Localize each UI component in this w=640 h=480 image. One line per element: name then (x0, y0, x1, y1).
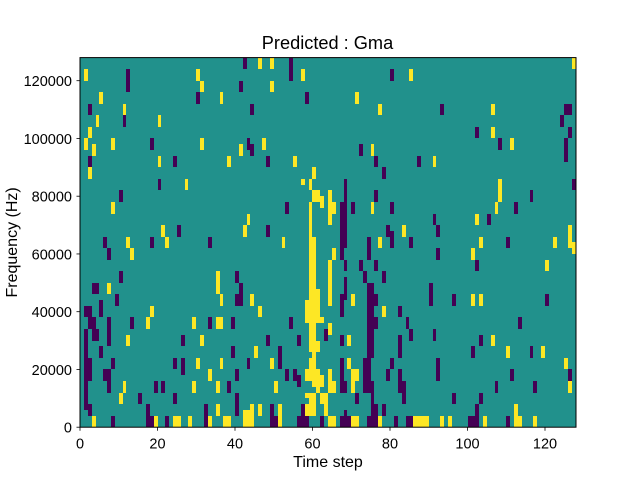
svg-text:Predicted : Gma: Predicted : Gma (262, 33, 394, 53)
svg-text:20: 20 (149, 436, 165, 452)
svg-text:60000: 60000 (32, 247, 72, 263)
svg-text:80: 80 (382, 436, 398, 452)
svg-text:100000: 100000 (24, 132, 72, 148)
svg-text:0: 0 (64, 421, 72, 437)
svg-text:80000: 80000 (32, 190, 72, 206)
svg-text:20000: 20000 (32, 363, 72, 379)
svg-text:60: 60 (304, 436, 320, 452)
svg-text:Frequency (Hz): Frequency (Hz) (4, 187, 21, 297)
svg-text:120: 120 (533, 436, 557, 452)
svg-text:120000: 120000 (24, 74, 72, 90)
svg-text:40000: 40000 (32, 305, 72, 321)
svg-text:0: 0 (76, 436, 84, 452)
svg-text:40: 40 (227, 436, 243, 452)
svg-text:Time step: Time step (293, 454, 363, 471)
svg-text:100: 100 (455, 436, 479, 452)
